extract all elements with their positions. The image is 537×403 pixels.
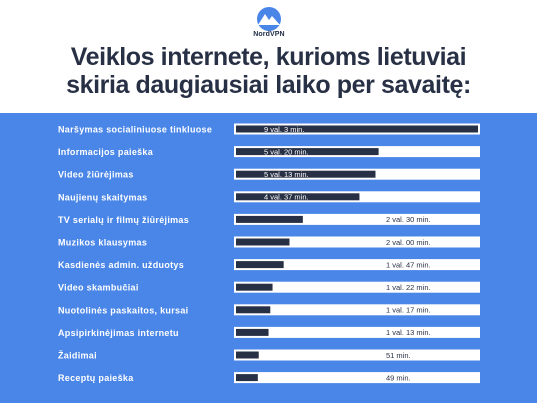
bar — [236, 283, 273, 291]
bar — [236, 328, 269, 336]
bar-row: Nuotolinės paskaitos, kursai 1 val. 17 mi… — [58, 304, 480, 316]
bar — [236, 125, 478, 133]
bar — [236, 170, 376, 178]
bar-row: TV serialų ir filmų žiūrėjimas 2 val. 30 … — [58, 213, 480, 225]
bar-track — [234, 236, 480, 248]
bar — [236, 351, 259, 359]
category-label: Naršymas socialiniuose tinkluose — [58, 125, 212, 135]
value-label: 9 val. 3 min. — [264, 125, 304, 134]
bar-track — [234, 372, 480, 384]
value-label: 1 val. 47 min. — [386, 260, 431, 269]
value-label: 5 val. 13 min. — [264, 170, 309, 179]
category-label: Nuotolinės paskaitos, kursai — [58, 305, 188, 315]
bar — [236, 148, 379, 156]
value-label: 5 val. 20 min. — [264, 147, 309, 156]
bar-track — [234, 326, 480, 338]
value-label: 1 val. 22 min. — [386, 283, 431, 292]
category-label: Naujienų skaitymas — [58, 192, 147, 202]
value-label: 2 val. 30 min. — [386, 215, 431, 224]
title-line-1: Veiklos internete, kurioms lietuviai — [70, 43, 467, 71]
category-label: Žaidimai — [58, 350, 97, 361]
value-label: 4 val. 37 min. — [264, 193, 309, 202]
bar-row: Receptų paieška 49 min. — [58, 372, 480, 384]
header: NordVPN Veiklos internete, kurioms lietu… — [0, 0, 537, 113]
bar — [236, 215, 303, 223]
brand-name: NordVPN — [253, 31, 285, 38]
value-label: 1 val. 13 min. — [386, 328, 431, 337]
bar-row: Naujienų skaitymas 4 val. 37 min. — [58, 191, 480, 203]
nordvpn-mountain-icon — [257, 7, 281, 31]
category-label: Apsipirkinėjimas internetu — [58, 328, 179, 338]
bar-track — [234, 349, 480, 361]
bar — [236, 261, 284, 269]
value-label: 51 min. — [386, 351, 411, 360]
category-label: Informacijos paieška — [58, 147, 154, 157]
title-line-2: skiria daugiausiai laiko per savaitę: — [66, 71, 471, 99]
bar-track — [234, 304, 480, 316]
category-label: Receptų paieška — [58, 373, 134, 383]
bar — [236, 238, 290, 246]
value-label: 1 val. 17 min. — [386, 306, 431, 315]
page-title: Veiklos internete, kurioms lietuviai ski… — [10, 43, 527, 99]
category-label: TV serialų ir filmų žiūrėjimas — [58, 215, 189, 225]
bar-track — [234, 213, 480, 225]
bar-row: Naršymas socialiniuose tinkluose 9 val. 3… — [58, 123, 480, 135]
bar-chart: Naršymas socialiniuose tinkluose 9 val. 3… — [58, 123, 480, 384]
bar-row: Žaidimai 51 min. — [58, 349, 480, 361]
category-label: Kasdienės admin. užduotys — [58, 260, 184, 270]
bar-row: Kasdienės admin. užduotys 1 val. 47 min. — [58, 259, 480, 271]
bar-row: Muzikos klausymas 2 val. 00 min. — [58, 236, 480, 248]
chart-area: Naršymas socialiniuose tinkluose 9 val. 3… — [0, 113, 537, 403]
value-label: 2 val. 00 min. — [386, 238, 431, 247]
category-label: Video žiūrėjimas — [58, 170, 134, 180]
bar-row: Video skambučiai 1 val. 22 min. — [58, 281, 480, 293]
category-label: Video skambučiai — [58, 283, 139, 293]
category-label: Muzikos klausymas — [58, 238, 147, 248]
bar — [236, 374, 258, 382]
bar-row: Video žiūrėjimas 5 val. 13 min. — [58, 168, 480, 180]
bar — [236, 306, 271, 314]
bar — [236, 193, 360, 201]
bar-track — [234, 281, 480, 293]
value-label: 49 min. — [386, 373, 411, 382]
bar-row: Informacijos paieška 5 val. 20 min. — [58, 146, 480, 158]
bar-row: Apsipirkinėjimas internetu 1 val. 13 min. — [58, 326, 480, 338]
bar-track — [234, 259, 480, 271]
